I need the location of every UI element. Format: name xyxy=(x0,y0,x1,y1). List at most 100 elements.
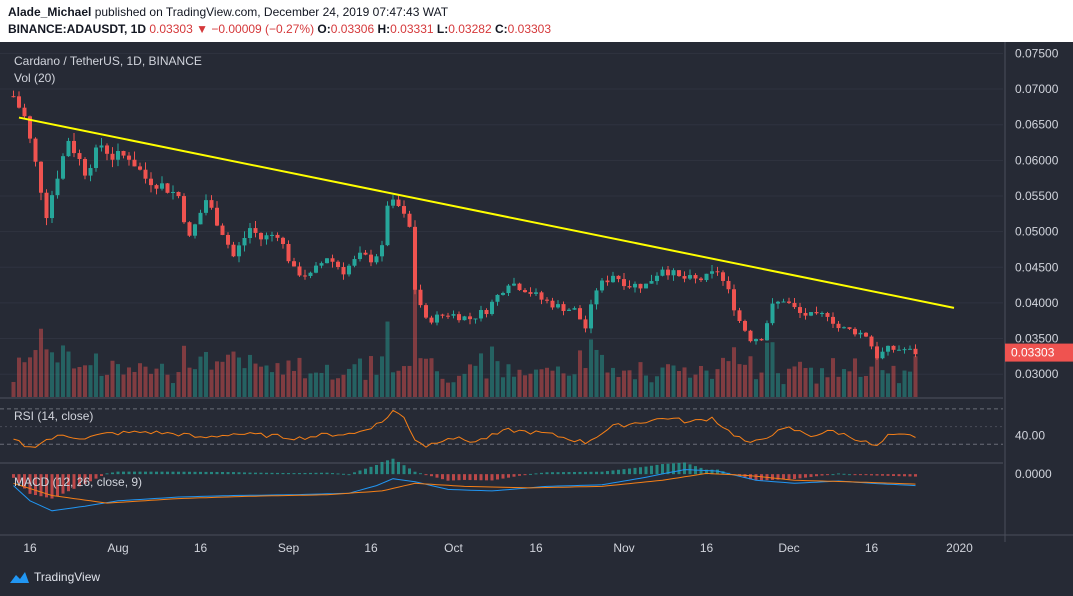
candle xyxy=(913,348,918,355)
volume-bar xyxy=(402,366,406,397)
volume-bar xyxy=(215,361,219,397)
volume-bar xyxy=(336,378,340,397)
candle xyxy=(138,166,142,170)
macd-histogram-bar xyxy=(578,471,582,475)
candlestick-chart[interactable]: 0.07500 0.07000 0.06500 0.06000 0.05500 0.050… xyxy=(0,42,1073,560)
symbol-name: BINANCE:ADAUSDT, 1D xyxy=(8,22,147,36)
volume-bar xyxy=(655,376,659,397)
volume-bar xyxy=(11,381,16,397)
time-axis[interactable]: 16 Aug 16 Sep 16 Oct 16 Nov 16 Dec 16 2020 xyxy=(0,534,1073,555)
macd-label: MACD (12, 26, close, 9) xyxy=(14,475,142,489)
volume-bar xyxy=(358,358,362,397)
volume-bar xyxy=(253,363,258,397)
candle xyxy=(94,147,98,169)
volume-bar xyxy=(440,378,445,397)
volume-bar xyxy=(160,363,164,397)
volume-bar xyxy=(776,373,780,397)
author-name[interactable]: Alade_Michael xyxy=(8,5,92,19)
candle xyxy=(814,312,819,314)
macd-histogram-bar xyxy=(452,474,455,481)
candle xyxy=(264,235,269,240)
price-tick-label: 0.07000 xyxy=(1015,82,1059,96)
candle xyxy=(611,275,615,283)
volume-bar xyxy=(176,372,181,397)
volume-bar xyxy=(611,367,615,397)
volume-bar xyxy=(891,365,896,397)
volume-bar xyxy=(325,364,329,397)
candle xyxy=(600,280,604,291)
macd-histogram-bar xyxy=(617,469,620,475)
volume-bar xyxy=(770,342,775,397)
candle xyxy=(33,138,38,162)
macd-histogram-bar xyxy=(622,469,626,475)
volume-bar xyxy=(693,374,698,397)
volume-bar xyxy=(341,374,346,397)
candle xyxy=(61,156,65,179)
macd-histogram-bar xyxy=(320,472,323,475)
volume-bar xyxy=(622,370,626,397)
volume-bar xyxy=(77,367,82,397)
macd-histogram-bar xyxy=(468,474,472,481)
volume-bar xyxy=(600,354,604,397)
candle xyxy=(127,155,131,160)
candle xyxy=(847,327,852,329)
volume-bar xyxy=(616,377,621,397)
macd-histogram-bar xyxy=(842,473,846,475)
volume-bar xyxy=(319,372,324,397)
macd-histogram-bar xyxy=(655,464,659,475)
candle xyxy=(440,314,445,316)
candle xyxy=(424,305,428,318)
trendline[interactable] xyxy=(18,116,955,309)
macd-histogram-bar xyxy=(556,472,560,475)
volume-bar xyxy=(699,365,703,397)
time-tick-label: Sep xyxy=(278,541,300,555)
volume-bar xyxy=(677,370,681,397)
candle xyxy=(699,278,703,281)
candle xyxy=(132,159,137,167)
macd-histogram-bar xyxy=(820,474,824,476)
candle xyxy=(105,145,109,154)
candle xyxy=(369,254,373,263)
price-axis[interactable]: 0.07500 0.07000 0.06500 0.06000 0.05500 0.050… xyxy=(1004,42,1073,560)
volume-bar xyxy=(484,378,489,397)
candle xyxy=(605,280,610,283)
volume-bar xyxy=(572,374,577,397)
candle xyxy=(182,196,186,223)
volume-bar xyxy=(737,364,742,397)
tradingview-logo[interactable]: TradingView xyxy=(8,570,100,584)
candle xyxy=(638,283,643,289)
close-value: 0.03303 xyxy=(507,22,552,36)
macd-histogram-bar xyxy=(133,471,136,475)
volume-bar xyxy=(451,382,456,397)
volume-bar xyxy=(798,361,802,397)
candle xyxy=(836,323,841,329)
macd-histogram-bar xyxy=(782,474,785,480)
chart-area[interactable]: 0.07500 0.07000 0.06500 0.06000 0.05500 0.050… xyxy=(0,42,1073,560)
axis-bg xyxy=(1005,42,1073,560)
macd-histogram-bar xyxy=(864,474,868,476)
candle xyxy=(869,336,874,347)
volume-bar xyxy=(715,369,720,397)
macd-histogram-bar xyxy=(122,471,125,475)
macd-histogram-bar xyxy=(397,461,400,475)
macd-histogram-bar xyxy=(853,474,857,476)
candle xyxy=(655,275,659,282)
high-value: 0.03331 xyxy=(390,22,434,36)
candle xyxy=(297,266,302,276)
volume-bar xyxy=(105,374,109,397)
volume-bar xyxy=(831,358,835,397)
volume-bar xyxy=(864,375,868,397)
candle xyxy=(237,245,241,257)
macd-histogram-bar xyxy=(776,474,780,480)
price-tick-label: 0.07500 xyxy=(1015,46,1059,60)
candle xyxy=(726,280,731,290)
candle xyxy=(842,327,846,329)
macd-histogram-bar xyxy=(237,472,241,475)
volume-bars xyxy=(11,263,918,397)
macd-histogram-bar xyxy=(815,474,818,477)
candle xyxy=(897,349,901,351)
candle xyxy=(517,283,522,291)
candle xyxy=(886,345,890,352)
candle xyxy=(737,310,742,321)
volume-bar xyxy=(72,368,76,397)
